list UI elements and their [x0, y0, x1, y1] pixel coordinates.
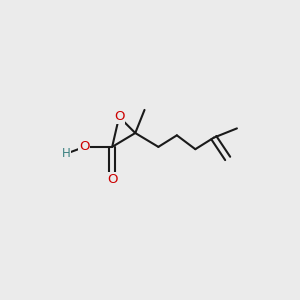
- Text: O: O: [107, 173, 117, 186]
- Text: H: H: [61, 147, 70, 160]
- Text: O: O: [114, 110, 124, 123]
- Text: O: O: [79, 140, 90, 153]
